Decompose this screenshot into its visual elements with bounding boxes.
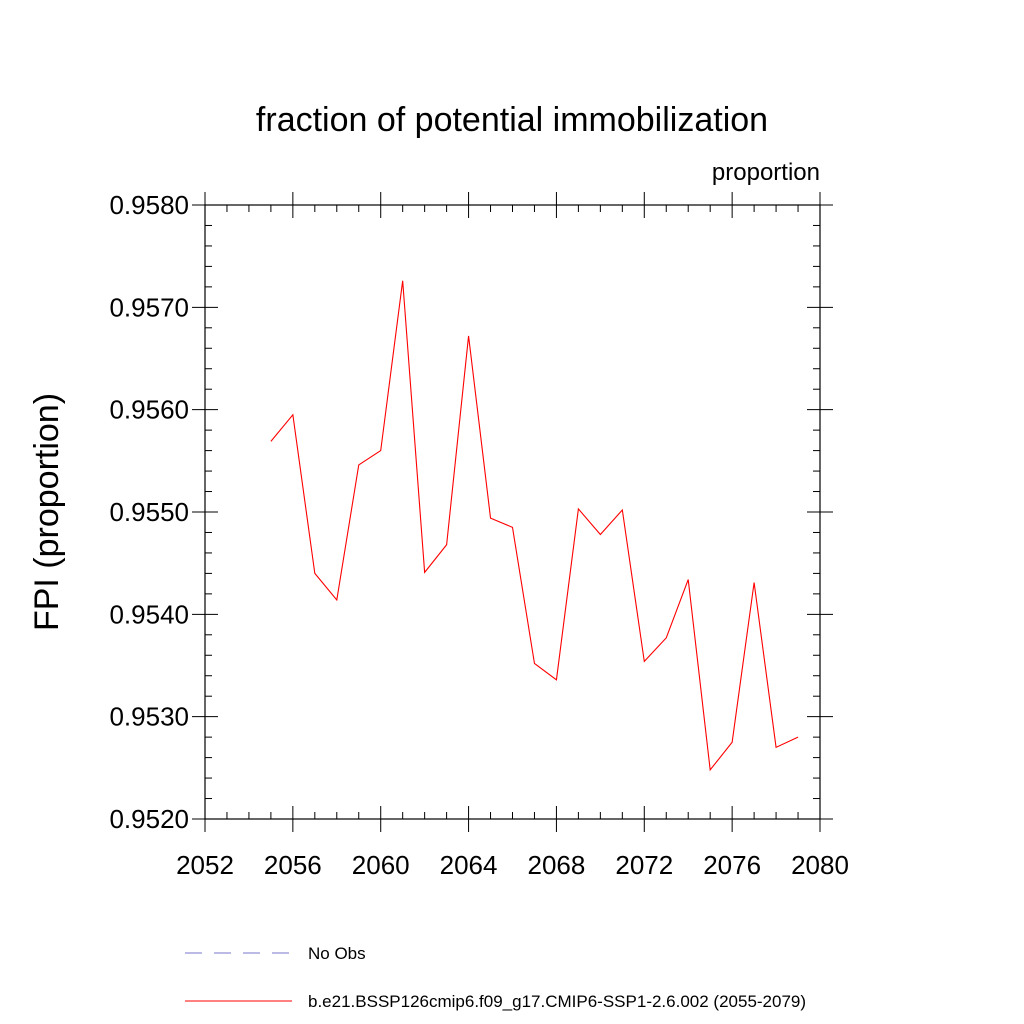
x-tick-label: 2076 xyxy=(703,850,761,880)
legend: No Obs b.e21.BSSP126cmip6.f09_g17.CMIP6-S… xyxy=(185,944,806,1011)
chart-title: fraction of potential immobilization xyxy=(256,101,768,139)
y-axis-label: FPI (proportion) xyxy=(28,393,66,631)
y-tick-label: 0.9560 xyxy=(109,395,189,425)
legend-label: b.e21.BSSP126cmip6.f09_g17.CMIP6-SSP1-2.… xyxy=(308,992,806,1011)
x-tick-label: 2056 xyxy=(264,850,322,880)
x-tick-label: 2064 xyxy=(440,850,498,880)
x-tick-label: 2052 xyxy=(176,850,234,880)
series-line xyxy=(270,280,799,772)
units-label: proportion xyxy=(712,159,820,186)
x-tick-label: 2060 xyxy=(352,850,410,880)
y-tick-label: 0.9550 xyxy=(109,497,189,527)
legend-label: No Obs xyxy=(308,944,366,963)
x-tick-label: 2080 xyxy=(791,850,849,880)
x-tick-label: 2072 xyxy=(615,850,673,880)
y-tick-label: 0.9530 xyxy=(109,702,189,732)
y-tick-label: 0.9580 xyxy=(109,190,189,220)
y-tick-label: 0.9540 xyxy=(109,599,189,629)
plot-frame xyxy=(204,204,821,820)
y-tick-label: 0.9570 xyxy=(109,292,189,322)
y-tick-label: 0.9520 xyxy=(109,804,189,834)
x-tick-label: 2068 xyxy=(528,850,586,880)
plot-area: 2052 2056 2060 2064 2068 2072 2076 2080 0.9520 0.… xyxy=(109,190,848,880)
